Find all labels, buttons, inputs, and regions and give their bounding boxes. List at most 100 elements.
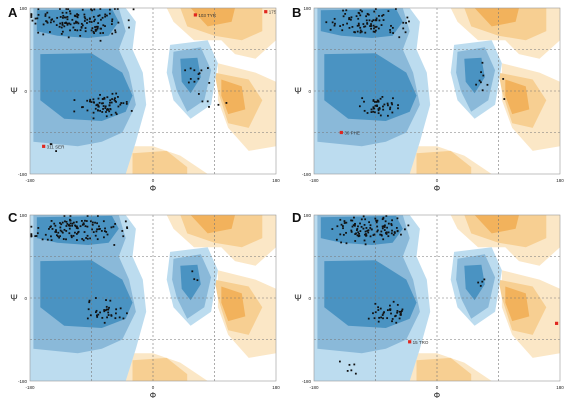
residue-point — [66, 22, 69, 25]
residue-point — [50, 220, 53, 222]
residue-point — [187, 81, 190, 84]
residue-point — [372, 106, 375, 109]
residue-point — [354, 223, 356, 225]
residue-point — [114, 223, 117, 225]
plot-area: 103 TYR 175 SER 311 SER — [30, 8, 276, 174]
residue-point — [72, 234, 75, 237]
residue-point — [356, 229, 358, 232]
ramachandran-plot-d: 15 TRO 7 GEM 180 0 -180-180 0 180 Ψ Φ — [294, 213, 564, 400]
residue-point — [374, 311, 377, 314]
residue-point — [67, 36, 70, 39]
residue-point — [98, 101, 101, 104]
residue-point — [117, 96, 119, 98]
residue-point — [373, 107, 376, 110]
residue-point — [359, 9, 362, 12]
residue-point — [88, 301, 91, 304]
residue-point — [391, 229, 393, 232]
residue-point — [96, 222, 98, 225]
residue-point — [366, 22, 369, 24]
residue-point — [362, 227, 365, 230]
residue-point — [357, 17, 360, 20]
residue-point — [96, 27, 99, 30]
plot-area: 15 TRO 7 GEM — [314, 215, 560, 381]
residue-point — [108, 306, 110, 309]
residue-point — [379, 307, 382, 310]
residue-point — [386, 226, 389, 229]
residue-point — [406, 16, 409, 19]
residue-point — [61, 30, 64, 33]
residue-point — [382, 105, 384, 108]
residue-point — [89, 98, 92, 101]
residue-point — [382, 312, 385, 315]
residue-point — [101, 111, 104, 113]
core-orange-region — [505, 286, 530, 322]
residue-point — [87, 308, 90, 311]
residue-point — [372, 100, 375, 102]
residue-point — [104, 309, 107, 312]
residue-point — [114, 111, 117, 114]
residue-point — [81, 8, 84, 11]
x-axis-symbol: Φ — [150, 391, 156, 400]
residue-point — [84, 17, 87, 20]
residue-point — [359, 14, 362, 17]
residue-point — [383, 103, 386, 106]
residue-point — [45, 20, 47, 23]
residue-point — [348, 363, 351, 366]
residue-point — [372, 24, 375, 27]
residue-point — [384, 220, 387, 223]
residue-point — [86, 109, 89, 112]
residue-point — [373, 10, 376, 13]
residue-point — [115, 312, 117, 315]
residue-point — [80, 220, 83, 222]
residue-point — [55, 24, 58, 26]
core-orange-region — [505, 79, 530, 115]
plot-area: 30 PHE — [314, 8, 560, 174]
residue-point — [197, 93, 200, 95]
residue-point — [115, 113, 118, 116]
residue-point — [89, 100, 91, 103]
residue-point — [76, 13, 78, 16]
residue-point — [95, 25, 98, 28]
residue-point — [363, 239, 366, 242]
residue-point — [373, 111, 376, 114]
residue-point — [84, 225, 87, 228]
residue-point — [66, 16, 69, 18]
residue-point — [359, 31, 362, 34]
residue-point — [105, 299, 107, 301]
x-tick-label: 180 — [556, 385, 564, 390]
residue-point — [340, 223, 343, 226]
residue-point — [96, 228, 98, 231]
residue-point — [63, 228, 66, 231]
residue-point — [84, 219, 86, 222]
residue-point — [30, 233, 33, 236]
residue-point — [407, 224, 410, 227]
residue-point — [65, 225, 68, 227]
residue-point — [91, 223, 94, 226]
residue-point — [364, 233, 366, 236]
residue-point — [35, 235, 38, 237]
residue-point — [379, 114, 382, 117]
residue-point — [93, 32, 96, 35]
residue-point — [54, 224, 57, 227]
residue-point — [64, 16, 67, 19]
residue-point — [101, 316, 104, 319]
y-tick-label: -180 — [302, 379, 312, 384]
residue-point — [100, 229, 103, 232]
residue-point — [365, 19, 368, 22]
residue-point — [94, 221, 96, 224]
residue-point — [372, 312, 374, 315]
residue-point — [105, 305, 108, 308]
residue-point — [486, 83, 489, 86]
residue-point — [377, 100, 380, 102]
residue-point — [92, 111, 95, 114]
residue-point — [481, 89, 484, 92]
residue-point — [101, 98, 104, 101]
residue-point — [399, 312, 402, 315]
residue-point — [196, 279, 199, 282]
residue-point — [81, 238, 84, 240]
residue-point — [49, 21, 52, 24]
residue-point — [69, 12, 72, 15]
residue-point — [354, 240, 357, 242]
residue-point — [86, 225, 89, 228]
residue-point — [94, 107, 97, 110]
